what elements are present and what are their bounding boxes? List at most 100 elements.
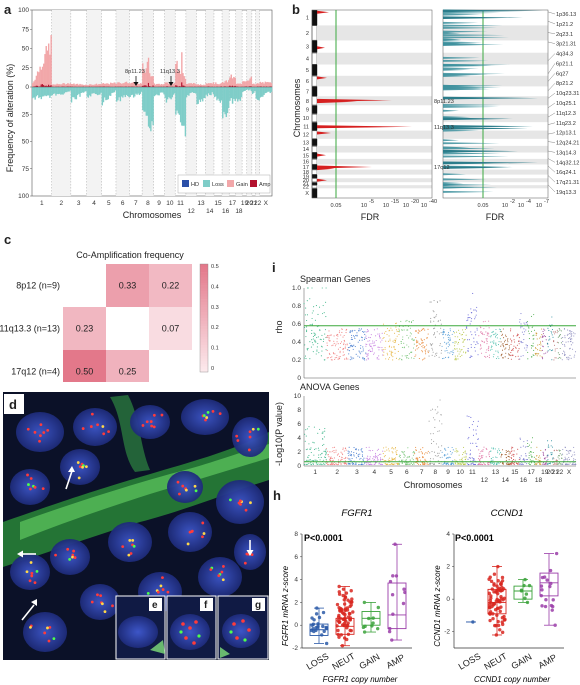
gene-point	[326, 357, 328, 359]
fish-dot	[141, 424, 145, 427]
chrom-label: 15	[511, 469, 519, 476]
loss-bar	[269, 87, 271, 94]
gene-point	[542, 336, 544, 338]
gene-point	[551, 316, 553, 318]
gain-bar	[164, 82, 166, 87]
gene-point	[481, 340, 483, 343]
gene-point	[438, 446, 440, 448]
gene-point	[431, 408, 434, 410]
gene-point	[339, 455, 341, 458]
fish-dot	[201, 521, 205, 525]
gene-point	[500, 341, 502, 343]
gene-point	[497, 462, 499, 464]
gene-point	[304, 440, 306, 442]
amp-bar	[50, 85, 52, 87]
gene-point	[395, 338, 397, 340]
gain-bar	[36, 71, 39, 87]
gene-point	[324, 427, 326, 430]
gain-bar	[172, 83, 175, 87]
loss-bar	[139, 87, 142, 94]
gain-bar	[80, 84, 82, 87]
gene-point	[509, 452, 512, 454]
loss-bar	[185, 87, 188, 98]
gene-point	[427, 450, 429, 452]
data-point	[324, 626, 329, 630]
gene-point	[569, 332, 571, 335]
gene-point	[310, 346, 312, 348]
del-peak	[443, 67, 479, 70]
gene-point	[367, 462, 370, 464]
colorbar-tick: 0.3	[211, 305, 219, 311]
gain-bar	[157, 83, 159, 87]
gene-point	[440, 463, 442, 465]
gene-point	[341, 328, 343, 330]
gene-point	[526, 323, 528, 325]
gene-point	[381, 346, 383, 349]
gene-point	[548, 336, 550, 338]
chrom-label: 20	[246, 200, 254, 207]
gain-bar	[143, 70, 145, 87]
gene-point	[471, 318, 473, 320]
loss-bar	[150, 87, 152, 132]
gene-point	[378, 358, 380, 360]
gene-point	[461, 354, 463, 356]
data-point	[390, 638, 394, 642]
gene-point	[345, 463, 347, 465]
gene-point	[418, 463, 420, 465]
gene-point	[511, 341, 513, 343]
gene-point	[414, 453, 416, 455]
gene-point	[447, 333, 449, 336]
gain-bar	[72, 84, 74, 87]
gene-point	[460, 334, 462, 336]
gene-point	[408, 353, 410, 355]
fish-dot	[249, 501, 252, 505]
gene-point	[522, 355, 524, 357]
fish-dot	[235, 434, 239, 438]
fish-dot	[107, 430, 110, 434]
data-point	[542, 575, 547, 579]
gene-point	[543, 335, 545, 337]
gene-point	[508, 462, 510, 464]
panel-b-ylabel: Chromosomes	[292, 78, 302, 137]
gene-point	[417, 458, 419, 460]
gain-bar	[206, 83, 209, 87]
gene-point	[566, 334, 568, 336]
gene-point	[495, 334, 497, 336]
chrom-label: 13	[197, 200, 205, 207]
gene-point	[395, 454, 398, 456]
gene-point	[555, 357, 557, 359]
gain-bar	[122, 83, 124, 87]
gene-point	[538, 455, 541, 457]
gene-point	[467, 319, 469, 321]
data-point	[367, 616, 371, 621]
gain-bar	[125, 81, 128, 87]
stroma-band	[110, 395, 150, 472]
gene-point	[379, 346, 381, 348]
fish-dot	[161, 588, 165, 591]
chrom-band-right	[443, 130, 548, 139]
stroma-signal	[3, 395, 269, 567]
data-point	[337, 635, 341, 639]
loss-bar	[204, 87, 206, 99]
gene-point	[368, 446, 370, 448]
gene-point	[392, 356, 394, 358]
gene-point	[391, 329, 393, 331]
gene-point	[569, 462, 571, 464]
gene-point	[322, 438, 324, 440]
data-point	[491, 612, 495, 616]
gene-point	[333, 446, 336, 448]
gene-point	[572, 454, 574, 456]
gene-point	[498, 453, 501, 455]
gene-point	[429, 462, 432, 464]
gene-point	[496, 337, 498, 339]
chrom-label: 9	[446, 469, 450, 476]
fish-dot	[202, 532, 206, 535]
data-point	[342, 636, 347, 640]
gene-point	[564, 464, 566, 466]
gene-point	[449, 344, 451, 346]
gain-bar	[191, 83, 194, 87]
loss-bar	[171, 87, 174, 98]
fish-dot	[186, 542, 190, 546]
gene-point	[412, 339, 414, 341]
gene-point	[413, 343, 415, 345]
